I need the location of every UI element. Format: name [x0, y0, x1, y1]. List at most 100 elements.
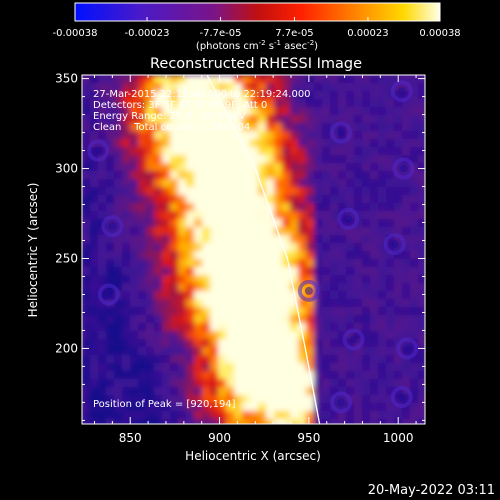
heatmap-cell [402, 371, 411, 380]
heatmap-cell [410, 211, 419, 220]
ring-artifact-core [94, 146, 103, 155]
heatmap-cell [410, 203, 419, 212]
heatmap-cell [298, 187, 307, 196]
heatmap-cell [170, 187, 179, 196]
heatmap-cell [282, 83, 291, 92]
heatmap-cell [322, 251, 331, 260]
heatmap-cell [154, 283, 163, 292]
heatmap-cell [186, 75, 195, 84]
heatmap-cell [370, 275, 379, 284]
heatmap-cell [178, 379, 187, 388]
heatmap-cell [314, 123, 323, 132]
heatmap-cell [378, 299, 387, 308]
heatmap-cell [154, 99, 163, 108]
heatmap-cell [418, 395, 425, 404]
heatmap-cell [346, 211, 355, 220]
heatmap-cell [378, 163, 387, 172]
heatmap-cell [386, 307, 395, 316]
heatmap-cell [210, 131, 219, 140]
heatmap-cell [402, 179, 411, 188]
ring-artifact-core [304, 286, 313, 295]
heatmap-cell [346, 195, 355, 204]
heatmap-cell [266, 275, 275, 284]
heatmap-cell [338, 203, 347, 212]
heatmap-cell [162, 371, 171, 380]
heatmap-cell [146, 291, 155, 300]
heatmap-cell [354, 203, 363, 212]
heatmap-cell [98, 371, 107, 380]
heatmap-cell [362, 363, 371, 372]
heatmap-cell [186, 419, 195, 424]
heatmap-cell [226, 403, 235, 412]
heatmap-cell [122, 131, 131, 140]
heatmap-cell [314, 155, 323, 164]
heatmap-cell [106, 419, 115, 424]
heatmap-cell [210, 91, 219, 100]
heatmap-cell [218, 355, 227, 364]
heatmap-cell [242, 139, 251, 148]
heatmap-cell [114, 91, 123, 100]
heatmap-cell [298, 363, 307, 372]
heatmap-cell [194, 379, 203, 388]
heatmap-cell [338, 283, 347, 292]
heatmap-cell [138, 227, 147, 236]
heatmap-cell [154, 91, 163, 100]
heatmap-cell [258, 179, 267, 188]
heatmap-cell [242, 267, 251, 276]
heatmap-cell [98, 419, 107, 424]
heatmap-cell [98, 299, 107, 308]
heatmap-cell [362, 315, 371, 324]
heatmap-cell [98, 235, 107, 244]
ring-artifact-core [108, 222, 117, 231]
heatmap-cell [370, 211, 379, 220]
heatmap-cell [314, 355, 323, 364]
heatmap-cell [90, 275, 99, 284]
heatmap-cell [138, 283, 147, 292]
heatmap-cell [114, 235, 123, 244]
heatmap-cell [290, 163, 299, 172]
heatmap-cell [410, 179, 419, 188]
heatmap-cell [82, 243, 91, 252]
heatmap-cell [162, 75, 171, 84]
heatmap-cell [402, 259, 411, 268]
heatmap-cell [98, 355, 107, 364]
heatmap-cell [154, 211, 163, 220]
heatmap-cell [362, 283, 371, 292]
heatmap-cell [202, 195, 211, 204]
heatmap-cell [122, 347, 131, 356]
heatmap-cell [282, 163, 291, 172]
heatmap-cell [90, 91, 99, 100]
heatmap-cell [354, 171, 363, 180]
heatmap-cell [298, 235, 307, 244]
heatmap-cell [154, 251, 163, 260]
heatmap-cell [322, 155, 331, 164]
heatmap-cell [146, 363, 155, 372]
heatmap-cell [370, 139, 379, 148]
heatmap-cell [194, 171, 203, 180]
heatmap-cell [226, 123, 235, 132]
heatmap-cell [274, 115, 283, 124]
ring-artifact [97, 283, 120, 306]
heatmap-cell [98, 379, 107, 388]
heatmap-cell [258, 203, 267, 212]
heatmap-cell [290, 307, 299, 316]
heatmap-cell [210, 115, 219, 124]
heatmap-cell [290, 259, 299, 268]
heatmap-cell [402, 219, 411, 228]
heatmap-cell [146, 251, 155, 260]
heatmap-cell [418, 331, 425, 340]
heatmap-cell [354, 379, 363, 388]
heatmap-cell [362, 219, 371, 228]
heatmap-cell [122, 315, 131, 324]
heatmap-cell [138, 291, 147, 300]
heatmap-cell [330, 331, 339, 340]
heatmap-cell [154, 179, 163, 188]
heatmap-cell [154, 163, 163, 172]
heatmap-cell [266, 227, 275, 236]
solar-limb-curve [206, 75, 321, 424]
heatmap-cell [82, 131, 91, 140]
heatmap-cell [362, 147, 371, 156]
heatmap-cell [386, 395, 395, 404]
heatmap-cell [418, 283, 425, 292]
heatmap-cell [250, 227, 259, 236]
